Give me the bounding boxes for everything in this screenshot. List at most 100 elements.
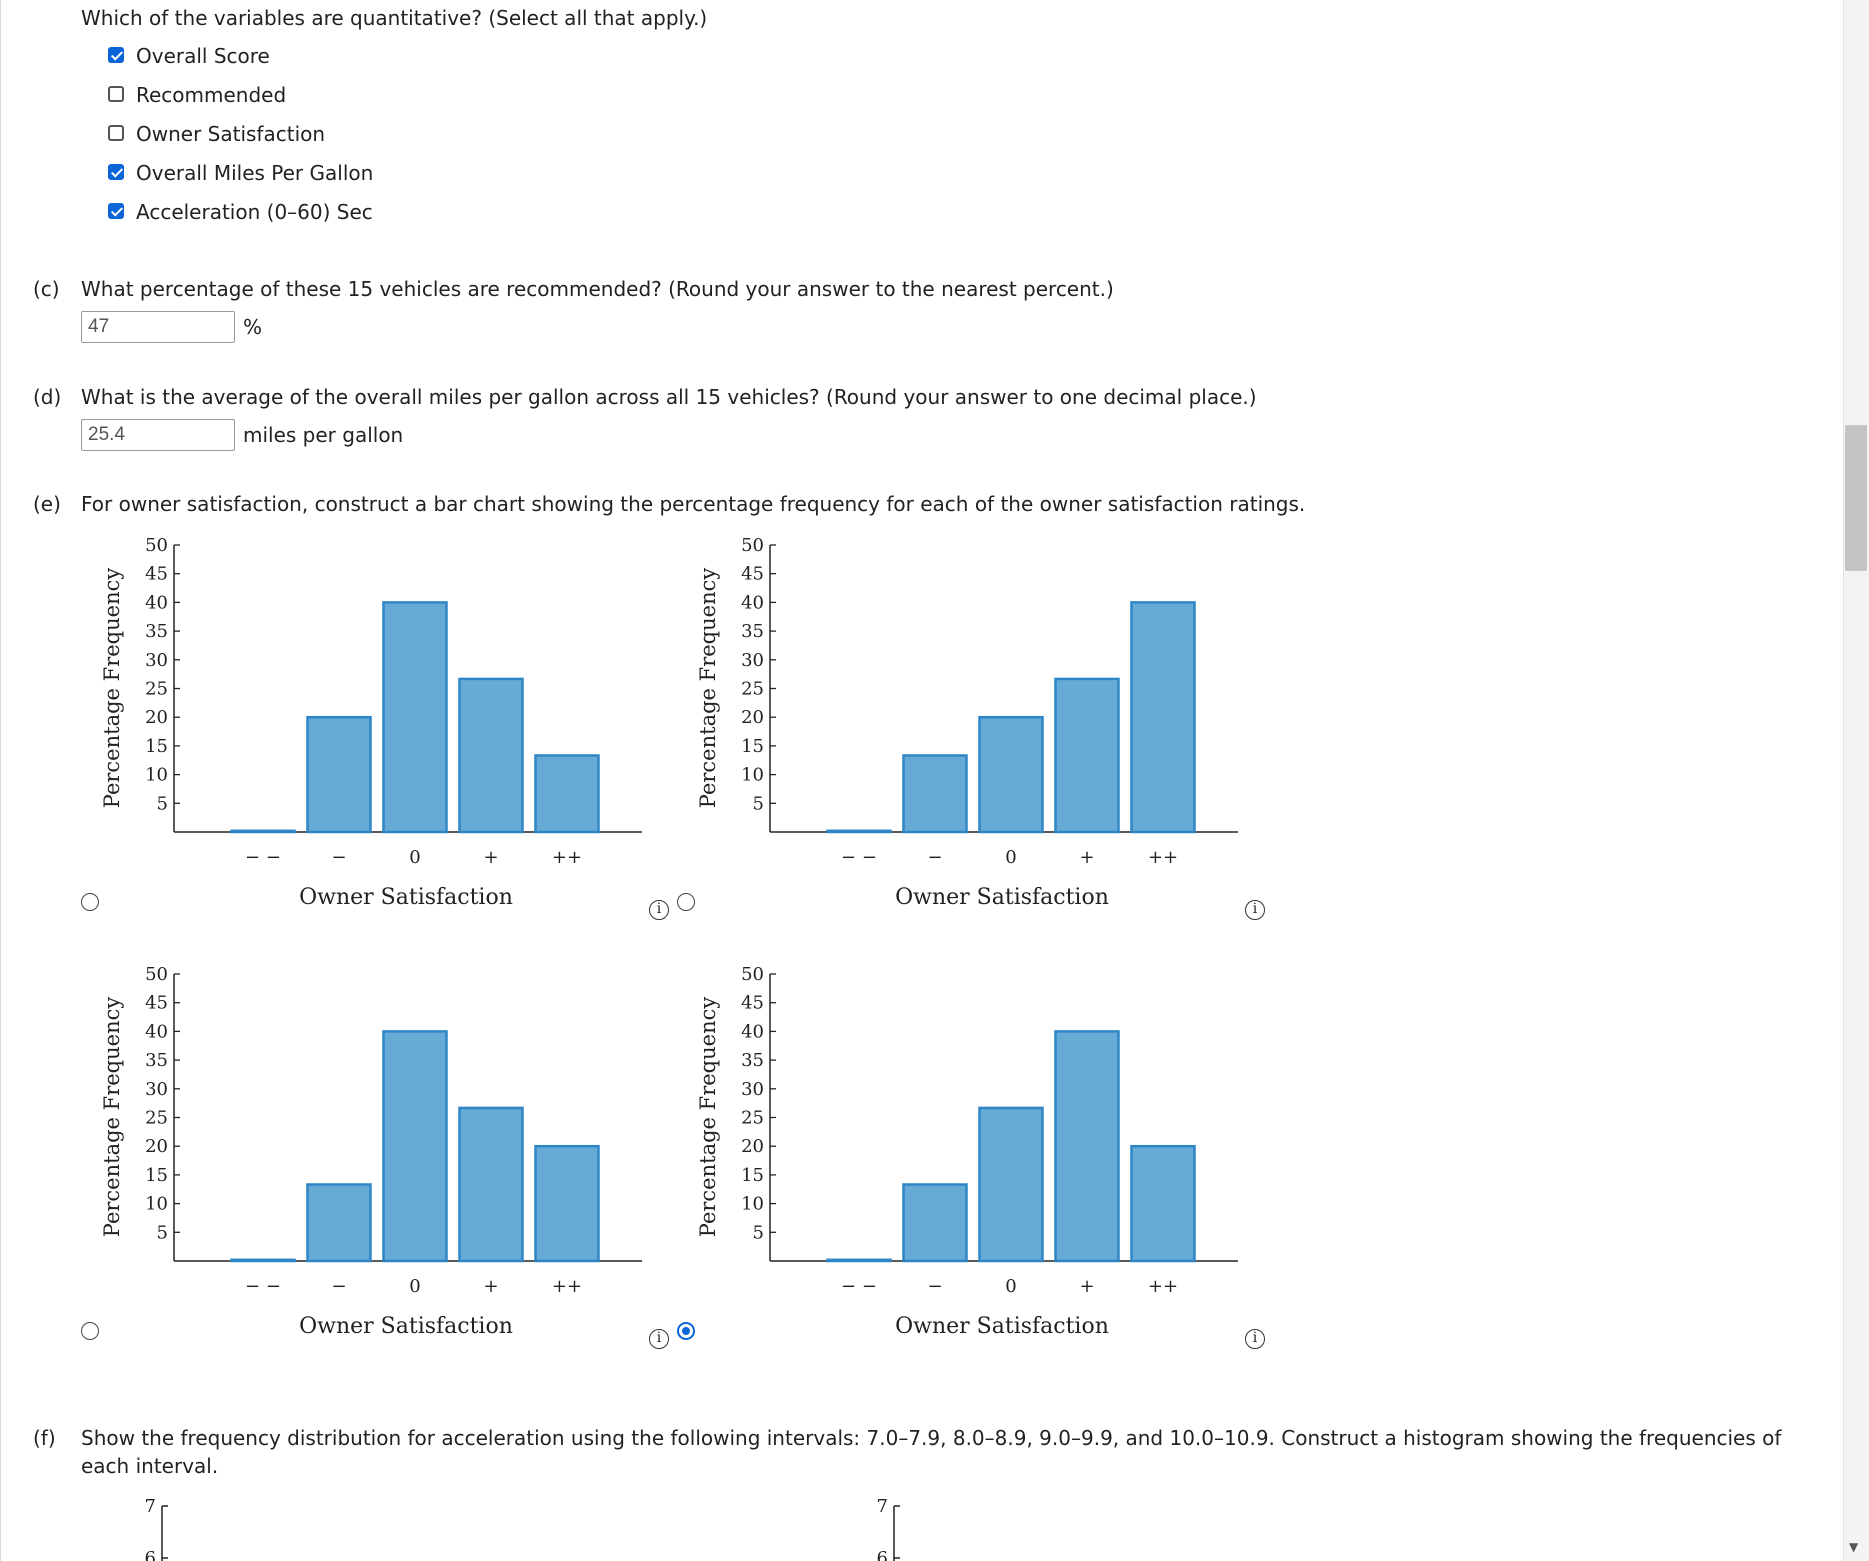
chart-option-4-info-icon[interactable]: i (1245, 1329, 1265, 1349)
histogram-2-tick-7: 7 (877, 1496, 888, 1517)
chart-option-4: Percentage Frequency Owner Satisfaction … (696, 964, 1238, 1339)
part-f-question-line2: each interval. (81, 1454, 219, 1478)
bar-2 (382, 1030, 448, 1263)
x-tick-label: − (331, 847, 346, 868)
chart-option-2-info-icon[interactable]: i (1245, 900, 1265, 920)
checkbox-overall-score[interactable] (108, 47, 124, 63)
x-tick-label: − (927, 1276, 942, 1297)
chart-option-2: Percentage Frequency Owner Satisfaction … (696, 535, 1238, 910)
bar-0 (826, 1258, 892, 1263)
x-tick-label: ++ (552, 847, 582, 868)
x-tick-label: 0 (1005, 847, 1016, 868)
y-tick-label: 10 (145, 765, 168, 786)
part-b-question: Which of the variables are quantitative?… (81, 6, 708, 30)
bar-3 (1054, 1030, 1120, 1263)
y-tick-label: 20 (741, 1136, 764, 1157)
y-tick-label: 50 (145, 535, 168, 556)
y-tick-label: 5 (157, 1222, 168, 1243)
y-tick-label: 35 (145, 621, 168, 642)
part-d-question: What is the average of the overall miles… (81, 385, 1257, 409)
y-tick-label: 40 (145, 592, 168, 613)
chart-1-ylabel: Percentage Frequency (100, 568, 124, 809)
vertical-scrollbar[interactable] (1843, 0, 1869, 1561)
y-tick-label: 35 (741, 621, 764, 642)
bar-0 (230, 1258, 296, 1263)
x-tick-label: − − (841, 847, 877, 868)
chart-option-4-radio[interactable] (677, 1322, 695, 1340)
bar-4 (534, 754, 600, 834)
y-tick-label: 25 (741, 1108, 764, 1129)
chart-option-1: Percentage Frequency Owner Satisfaction … (100, 535, 642, 910)
x-tick-label: ++ (1148, 1276, 1178, 1297)
y-tick-label: 30 (145, 650, 168, 671)
y-tick-label: 45 (741, 564, 764, 585)
bar-4 (1130, 601, 1196, 834)
checkbox-owner-satisfaction[interactable] (108, 125, 124, 141)
chart-4-xlabel: Owner Satisfaction (895, 1314, 1109, 1339)
y-tick-label: 5 (753, 1222, 764, 1243)
chart-2-ylabel: Percentage Frequency (696, 568, 720, 809)
chart-2-xlabel: Owner Satisfaction (895, 885, 1109, 910)
y-tick-label: 10 (741, 765, 764, 786)
y-tick-label: 45 (145, 993, 168, 1014)
option-label-recommended: Recommended (136, 83, 287, 107)
page-left-border (0, 0, 1, 1561)
part-c-question: What percentage of these 15 vehicles are… (81, 277, 1114, 301)
chart-1-xlabel: Owner Satisfaction (299, 885, 513, 910)
bar-1 (306, 715, 372, 834)
x-tick-label: + (1079, 847, 1094, 868)
x-tick-label: ++ (552, 1276, 582, 1297)
checkbox-acceleration[interactable] (108, 203, 124, 219)
chart-option-3-radio[interactable] (81, 1322, 99, 1340)
histogram-option-2-partial: 7 6 (877, 1496, 900, 1561)
y-tick-label: 15 (145, 736, 168, 757)
y-tick-label: 50 (741, 535, 764, 556)
scrollbar-thumb[interactable] (1845, 425, 1867, 571)
checkbox-overall-mpg[interactable] (108, 164, 124, 180)
bar-1 (306, 1183, 372, 1263)
y-tick-label: 45 (741, 993, 764, 1014)
bar-3 (458, 677, 524, 834)
percentage-input[interactable]: 47 (81, 311, 235, 343)
y-tick-label: 20 (145, 707, 168, 728)
bar-1 (902, 754, 968, 834)
y-tick-label: 5 (753, 793, 764, 814)
bar-4 (1130, 1144, 1196, 1263)
part-d-tag: (d) (33, 385, 62, 409)
y-tick-label: 15 (741, 1165, 764, 1186)
option-label-owner-satisfaction: Owner Satisfaction (136, 122, 326, 146)
y-tick-label: 45 (145, 564, 168, 585)
x-tick-label: − − (245, 847, 281, 868)
x-tick-label: + (483, 1276, 498, 1297)
chart-option-1-info-icon[interactable]: i (649, 900, 669, 920)
chart-option-1-radio[interactable] (81, 893, 99, 911)
y-tick-label: 35 (145, 1050, 168, 1071)
x-tick-label: − − (841, 1276, 877, 1297)
scroll-down-arrow-icon[interactable]: ▼ (1849, 1540, 1859, 1554)
part-f-question-line1: Show the frequency distribution for acce… (81, 1426, 1782, 1450)
x-tick-label: 0 (409, 1276, 420, 1297)
y-tick-label: 5 (157, 793, 168, 814)
chart-option-3-info-icon[interactable]: i (649, 1329, 669, 1349)
y-tick-label: 15 (145, 1165, 168, 1186)
chart-option-2-radio[interactable] (677, 893, 695, 911)
bar-1 (902, 1183, 968, 1263)
part-c-tag: (c) (33, 277, 60, 301)
y-tick-label: 25 (741, 679, 764, 700)
y-tick-label: 40 (145, 1021, 168, 1042)
y-tick-label: 40 (741, 592, 764, 613)
option-label-overall-score: Overall Score (136, 44, 270, 68)
bar-2 (978, 1106, 1044, 1263)
y-tick-label: 10 (741, 1194, 764, 1215)
bar-0 (230, 829, 296, 834)
bar-2 (978, 715, 1044, 834)
y-tick-label: 30 (741, 1079, 764, 1100)
x-tick-label: − − (245, 1276, 281, 1297)
bar-0 (826, 829, 892, 834)
y-tick-label: 15 (741, 736, 764, 757)
y-tick-label: 30 (145, 1079, 168, 1100)
x-tick-label: + (483, 847, 498, 868)
mpg-average-input[interactable]: 25.4 (81, 419, 235, 451)
checkbox-recommended[interactable] (108, 86, 124, 102)
x-tick-label: ++ (1148, 847, 1178, 868)
